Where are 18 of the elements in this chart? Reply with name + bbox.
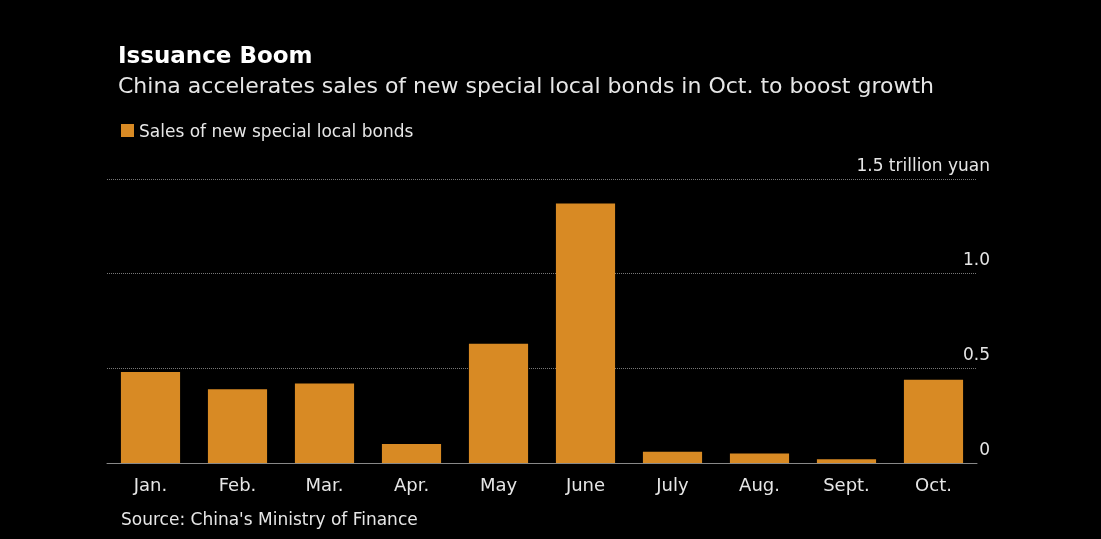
y-tick-label: 1.0 [962, 249, 990, 270]
legend-label: Sales of new special local bonds [139, 120, 414, 141]
x-tick-label: May [479, 473, 518, 495]
y-tick-label: 1.5 trillion yuan [856, 154, 990, 175]
y-tick-label: 0.5 [962, 343, 990, 364]
chart-title: Issuance Boom [118, 41, 313, 68]
x-tick-label: Mar. [305, 473, 344, 495]
x-tick-label: Feb. [218, 473, 257, 495]
x-tick-label: Sept. [823, 473, 870, 495]
chart-subtitle: China accelerates sales of new special local bonds in Oct. to boost growth [118, 72, 935, 98]
x-tick-label: Jan. [132, 473, 168, 495]
x-tick-label: Oct. [915, 473, 952, 495]
x-tick-label: July [655, 473, 690, 495]
y-tick-label: 0 [979, 438, 990, 459]
x-tick-label: Aug. [739, 473, 780, 495]
x-tick-label: June [564, 473, 606, 495]
x-tick-label: Apr. [393, 473, 430, 495]
source-note: Source: China's Ministry of Finance [121, 508, 418, 529]
